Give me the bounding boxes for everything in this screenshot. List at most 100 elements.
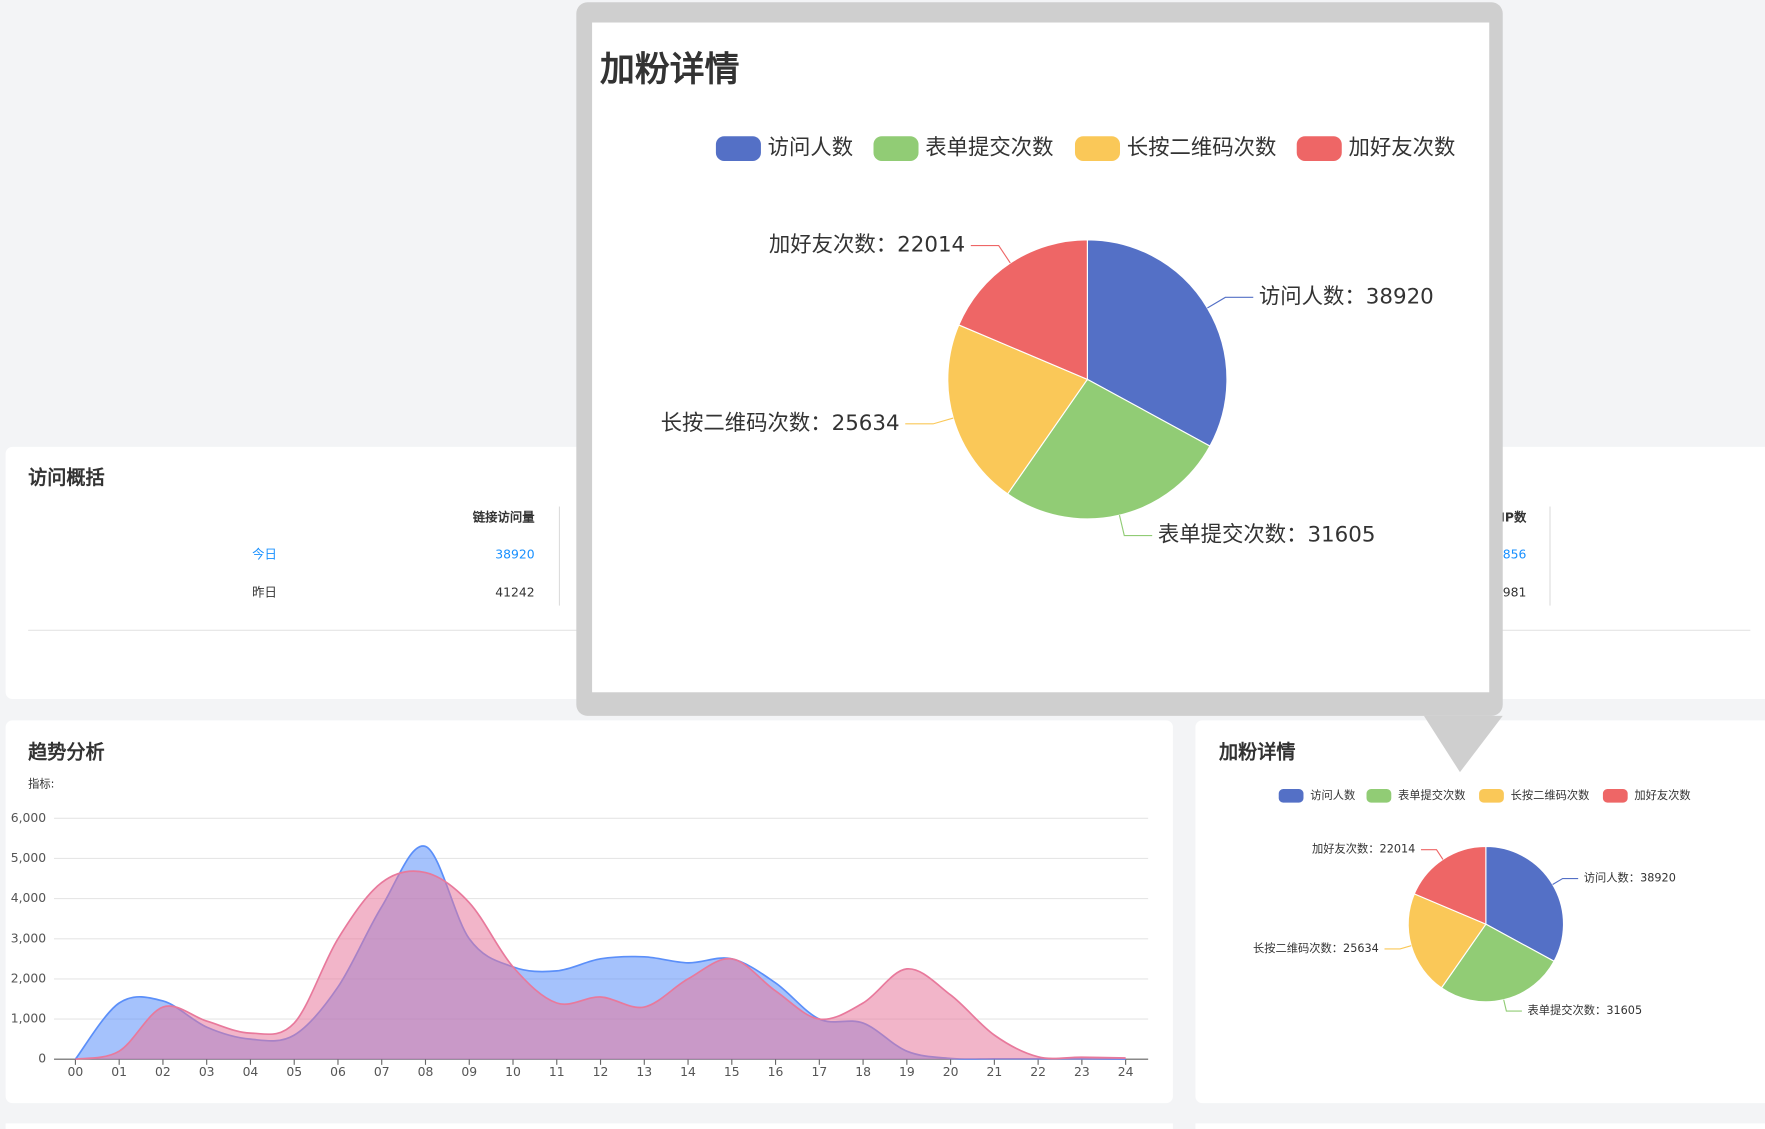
pie-slice [1407,893,1487,989]
x-tick-label: 03 [199,1065,215,1079]
label-part: ： [1368,843,1379,856]
pie-slice [1485,845,1565,963]
label-part: 31605 [1606,1004,1642,1017]
label-part: ： [1332,942,1343,955]
x-tick-label: 02 [155,1065,171,1079]
x-tick-label: 16 [768,1065,784,1079]
pie-slice [1440,923,1555,1003]
legend-label: 长按二维码次数 [1127,136,1277,161]
label-part: 22014 [897,233,965,258]
pie-chart-zoomed: 访问人数 表单提交次数 长按二维码次数 加好友次数访问人数：38920表单提交次数：3… [661,136,1456,548]
legend-swatch [1296,136,1342,161]
panel-edge [1195,1123,1765,1129]
table-header: IP数 [1500,509,1527,524]
slice-label: 访问人数：38920 [1259,284,1434,309]
panel-edge [5,1123,1173,1129]
x-tick-label: 17 [811,1065,827,1079]
label-part: 25634 [1343,942,1379,955]
slice-label: 访问人数：38920 [1584,871,1676,885]
label-part: 22014 [1380,843,1416,856]
label-line [1420,849,1444,860]
legend-label: 表单提交次数 [1398,788,1466,802]
x-tick-label: 22 [1030,1065,1046,1079]
pie-chart: 访问人数 表单提交次数 长按二维码次数 加好友次数访问人数：38920表单提交次数：3… [1253,788,1691,1017]
legend-label: 加好友次数 [1349,136,1456,161]
y-tick-label: 3,000 [11,931,47,945]
overview-title: 访问概括 [28,466,105,489]
label-line [1503,999,1522,1012]
row-label: 今日 [252,546,277,561]
legend-swatch [1074,136,1121,161]
x-tick-label: 10 [505,1065,521,1079]
x-tick-label: 14 [680,1065,696,1079]
x-tick-label: 07 [374,1065,390,1079]
label-part: 访问人数 [1584,871,1629,885]
trend-title: 趋势分析 [28,741,105,764]
x-tick-label: 11 [549,1065,565,1079]
label-part: 加好友次数 [769,233,876,258]
slice-label: 加好友次数：22014 [769,233,965,258]
legend-swatch [1278,789,1304,803]
label-part: 表单提交次数 [1528,1003,1596,1017]
popup-title: 加粉详情 [600,50,740,90]
slice-label: 长按二维码次数：25634 [661,411,900,436]
legend-swatch [1602,789,1628,803]
area [75,871,1126,1060]
x-tick-label: 04 [243,1065,259,1079]
line [75,870,1126,1061]
x-tick-label: 05 [286,1065,302,1079]
x-tick-label: 06 [330,1065,346,1079]
x-tick-label: 19 [899,1065,915,1079]
slice-label: 表单提交次数：31605 [1158,523,1376,548]
trend-chart: 0 1,000 2,000 3,000 4,000 5,000 6,000 00 01 02 03 0… [11,811,1149,1079]
x-tick-label: 18 [855,1065,871,1079]
label-part: 38920 [1640,872,1676,885]
x-tick-label: 09 [461,1065,477,1079]
label-part: ： [1344,284,1365,309]
legend-swatch [1479,789,1504,803]
label-part: 访问人数 [1259,284,1345,309]
trend-subtitle: 指标: [28,777,54,791]
label-part: 长按二维码次数 [1253,941,1332,955]
y-tick-label: 1,000 [11,1012,47,1026]
label-line [970,244,1011,264]
x-tick-label: 13 [636,1065,652,1079]
label-line [905,417,954,425]
cell: 38920 [495,547,534,561]
x-tick-label: 15 [724,1065,740,1079]
x-tick-label: 23 [1074,1065,1090,1079]
cell: 41242 [495,586,534,600]
fans-title: 加粉详情 [1218,741,1296,764]
legend-label: 访问人数 [1310,788,1355,802]
label-part: 38920 [1366,284,1434,309]
label-part: ： [1595,1004,1606,1017]
label-line [1207,296,1254,309]
x-tick-label: 01 [111,1065,127,1079]
slice-label: 加好友次数：22014 [1312,842,1415,856]
x-tick-label: 21 [986,1065,1002,1079]
legend-label: 访问人数 [768,136,854,161]
x-tick-label: 24 [1118,1065,1134,1079]
legend-swatch [715,136,761,161]
legend-swatch [1366,789,1392,803]
label-part: ： [876,233,897,258]
label-part: ： [1286,523,1307,548]
y-tick-label: 0 [38,1052,46,1066]
y-tick-label: 2,000 [11,971,47,985]
legend-label: 表单提交次数 [925,136,1053,161]
pie-slice [958,239,1088,381]
legend-label: 长按二维码次数 [1511,788,1590,802]
y-tick-label: 5,000 [11,851,47,865]
label-part: 表单提交次数 [1158,523,1286,548]
slice-label: 表单提交次数：31605 [1528,1003,1643,1017]
y-tick-label: 4,000 [11,891,47,905]
x-tick-label: 12 [593,1065,609,1079]
label-line [1384,945,1412,950]
label-part: 长按二维码次数 [661,411,811,436]
label-line [1118,515,1153,537]
x-tick-label: 08 [418,1065,434,1079]
pie-slice [1413,845,1487,925]
y-tick-label: 6,000 [11,811,47,825]
